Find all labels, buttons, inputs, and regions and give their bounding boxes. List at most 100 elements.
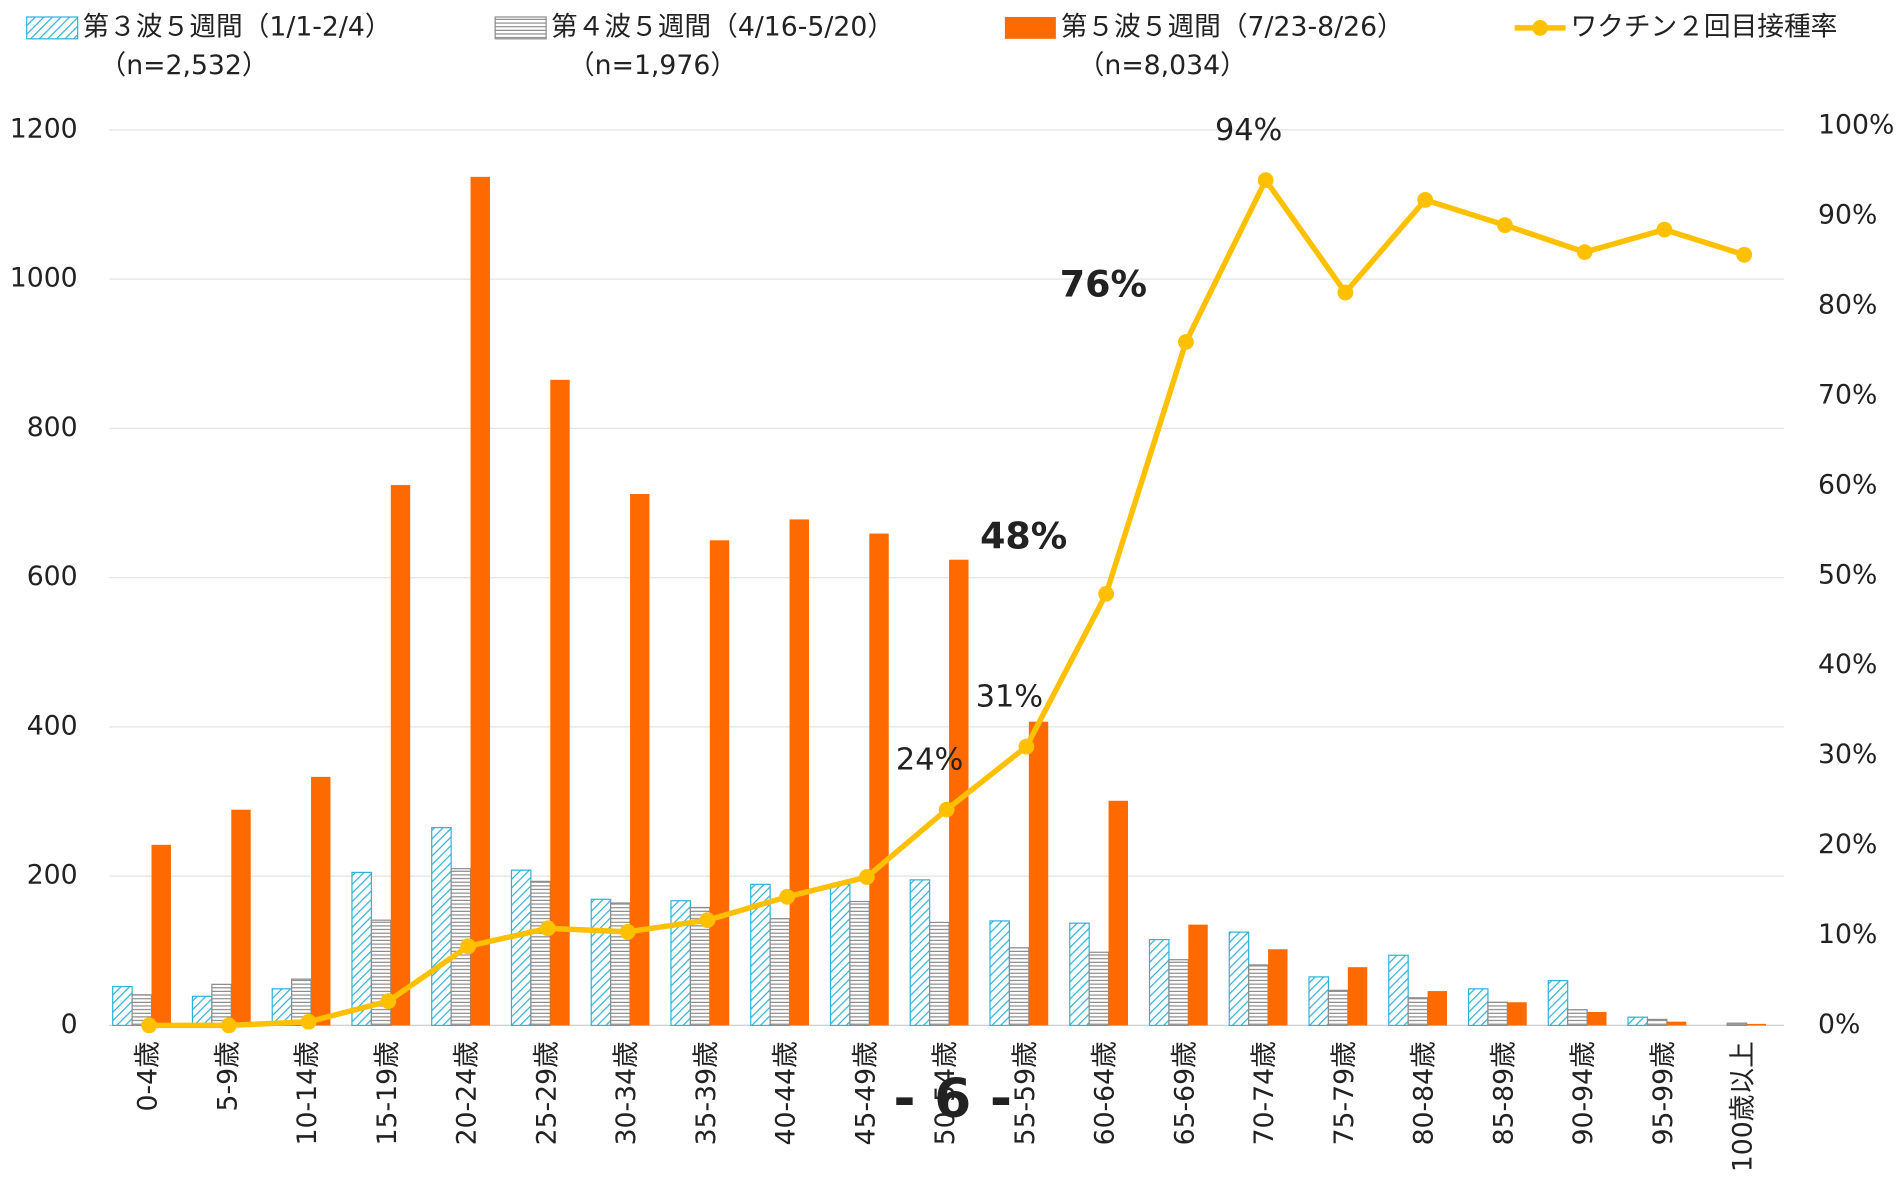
- bar: [670, 900, 691, 1026]
- legend-note: （n=1,976）: [568, 50, 737, 81]
- y2-tick-label: 80%: [1818, 290, 1877, 321]
- bar: [390, 485, 411, 1026]
- x-tick-label: 75-79歳: [1329, 1041, 1360, 1145]
- bar: [869, 533, 889, 1026]
- x-tick-label: 100歳以上: [1728, 1041, 1759, 1172]
- marker: [1736, 246, 1753, 263]
- legend-label: 第５波５週間（7/23-8/26）: [1061, 11, 1404, 42]
- bar: [530, 880, 551, 1026]
- bar: [1088, 951, 1110, 1026]
- x-tick-label: 55-59歳: [1010, 1041, 1041, 1145]
- x-tick-label: 0-4歳: [133, 1041, 164, 1111]
- marker: [1178, 334, 1194, 350]
- legend-swatch: [1004, 16, 1056, 39]
- x-tick-label: 85-89歳: [1488, 1041, 1519, 1145]
- marker: [1576, 244, 1593, 260]
- data-label: 94%: [1215, 113, 1282, 148]
- bar: [1726, 1022, 1748, 1027]
- marker: [460, 938, 477, 955]
- bar: [849, 900, 870, 1026]
- marker: [1337, 284, 1354, 301]
- bar: [1188, 924, 1208, 1026]
- y2-tick-label: 10%: [1818, 919, 1877, 950]
- marker: [539, 920, 556, 937]
- bar: [989, 920, 1011, 1027]
- bar: [1746, 1023, 1767, 1026]
- marker: [1417, 192, 1434, 208]
- x-tick-label: 95-99歳: [1648, 1041, 1679, 1145]
- bar: [949, 559, 969, 1026]
- y-tick-label: 1000: [10, 263, 78, 294]
- bar: [112, 985, 133, 1027]
- bar: [1467, 988, 1489, 1026]
- line: [149, 174, 1746, 1029]
- legend-label: 第４波５週間（4/16-5/20）: [551, 11, 894, 42]
- legend-note: （n=2,532）: [100, 50, 269, 81]
- marker: [141, 1017, 157, 1034]
- bar: [510, 869, 532, 1027]
- y-tick-label: 0: [61, 1009, 78, 1040]
- bar: [1347, 967, 1368, 1026]
- data-label: 24%: [896, 743, 963, 778]
- bar: [709, 540, 730, 1026]
- marker: [380, 993, 397, 1010]
- marker: [779, 888, 796, 905]
- x-tick-label: 80-84歳: [1409, 1041, 1440, 1145]
- legend-marker: [1532, 20, 1549, 36]
- bar: [370, 919, 392, 1026]
- bar: [191, 995, 213, 1027]
- y-tick-label: 200: [27, 860, 78, 891]
- bar: [1487, 1001, 1508, 1026]
- y2-tick-label: 100%: [1818, 110, 1894, 141]
- bar: [1108, 800, 1128, 1026]
- bar: [789, 519, 809, 1026]
- bar: [1388, 954, 1409, 1027]
- marker: [1018, 738, 1035, 755]
- y2-tick-label: 0%: [1818, 1009, 1860, 1040]
- x-tick-label: 50-54歳: [930, 1041, 961, 1145]
- y2-tick-label: 20%: [1818, 829, 1877, 860]
- x-tick-label: 90-94歳: [1568, 1041, 1599, 1145]
- x-tick-label: 25-29歳: [531, 1041, 562, 1145]
- bar: [909, 879, 931, 1027]
- bar: [769, 918, 791, 1026]
- marker: [1656, 221, 1673, 238]
- bar: [610, 902, 631, 1027]
- bar: [590, 898, 612, 1026]
- bar: [1248, 964, 1269, 1026]
- bar: [1148, 938, 1170, 1027]
- y2-tick-label: 30%: [1818, 739, 1877, 770]
- data-label: 76%: [1060, 263, 1147, 306]
- legend-swatch: [494, 16, 547, 40]
- legend-label: 第３波５週間（1/1-2/4）: [83, 11, 392, 42]
- x-tick-label: 70-74歳: [1249, 1041, 1280, 1145]
- data-label: 48%: [980, 514, 1067, 557]
- bar: [1008, 947, 1030, 1026]
- bar: [829, 883, 851, 1027]
- legend-note: （n=8,034）: [1078, 50, 1247, 81]
- legend-swatch: [26, 16, 79, 40]
- y-tick-label: 1200: [10, 113, 78, 144]
- bar: [1028, 721, 1049, 1026]
- y2-tick-label: 50%: [1818, 559, 1877, 590]
- bar: [151, 844, 171, 1026]
- bar: [1507, 1002, 1527, 1026]
- y2-tick-label: 60%: [1818, 469, 1877, 500]
- y2-tick-label: 90%: [1818, 200, 1877, 231]
- bar: [1168, 959, 1189, 1027]
- y-tick-label: 400: [27, 710, 78, 741]
- marker: [938, 801, 955, 818]
- bar: [231, 809, 251, 1026]
- marker: [699, 912, 716, 929]
- bar: [1069, 922, 1090, 1026]
- x-tick-label: 30-34歳: [611, 1041, 642, 1145]
- bar: [929, 921, 950, 1027]
- x-tick-label: 5-9歳: [212, 1041, 243, 1111]
- bar: [431, 827, 452, 1027]
- bar: [1646, 1018, 1668, 1027]
- bar: [1567, 1009, 1588, 1027]
- x-tick-label: 20-24歳: [452, 1041, 483, 1145]
- y2-tick-label: 40%: [1818, 649, 1877, 680]
- marker: [1257, 172, 1274, 189]
